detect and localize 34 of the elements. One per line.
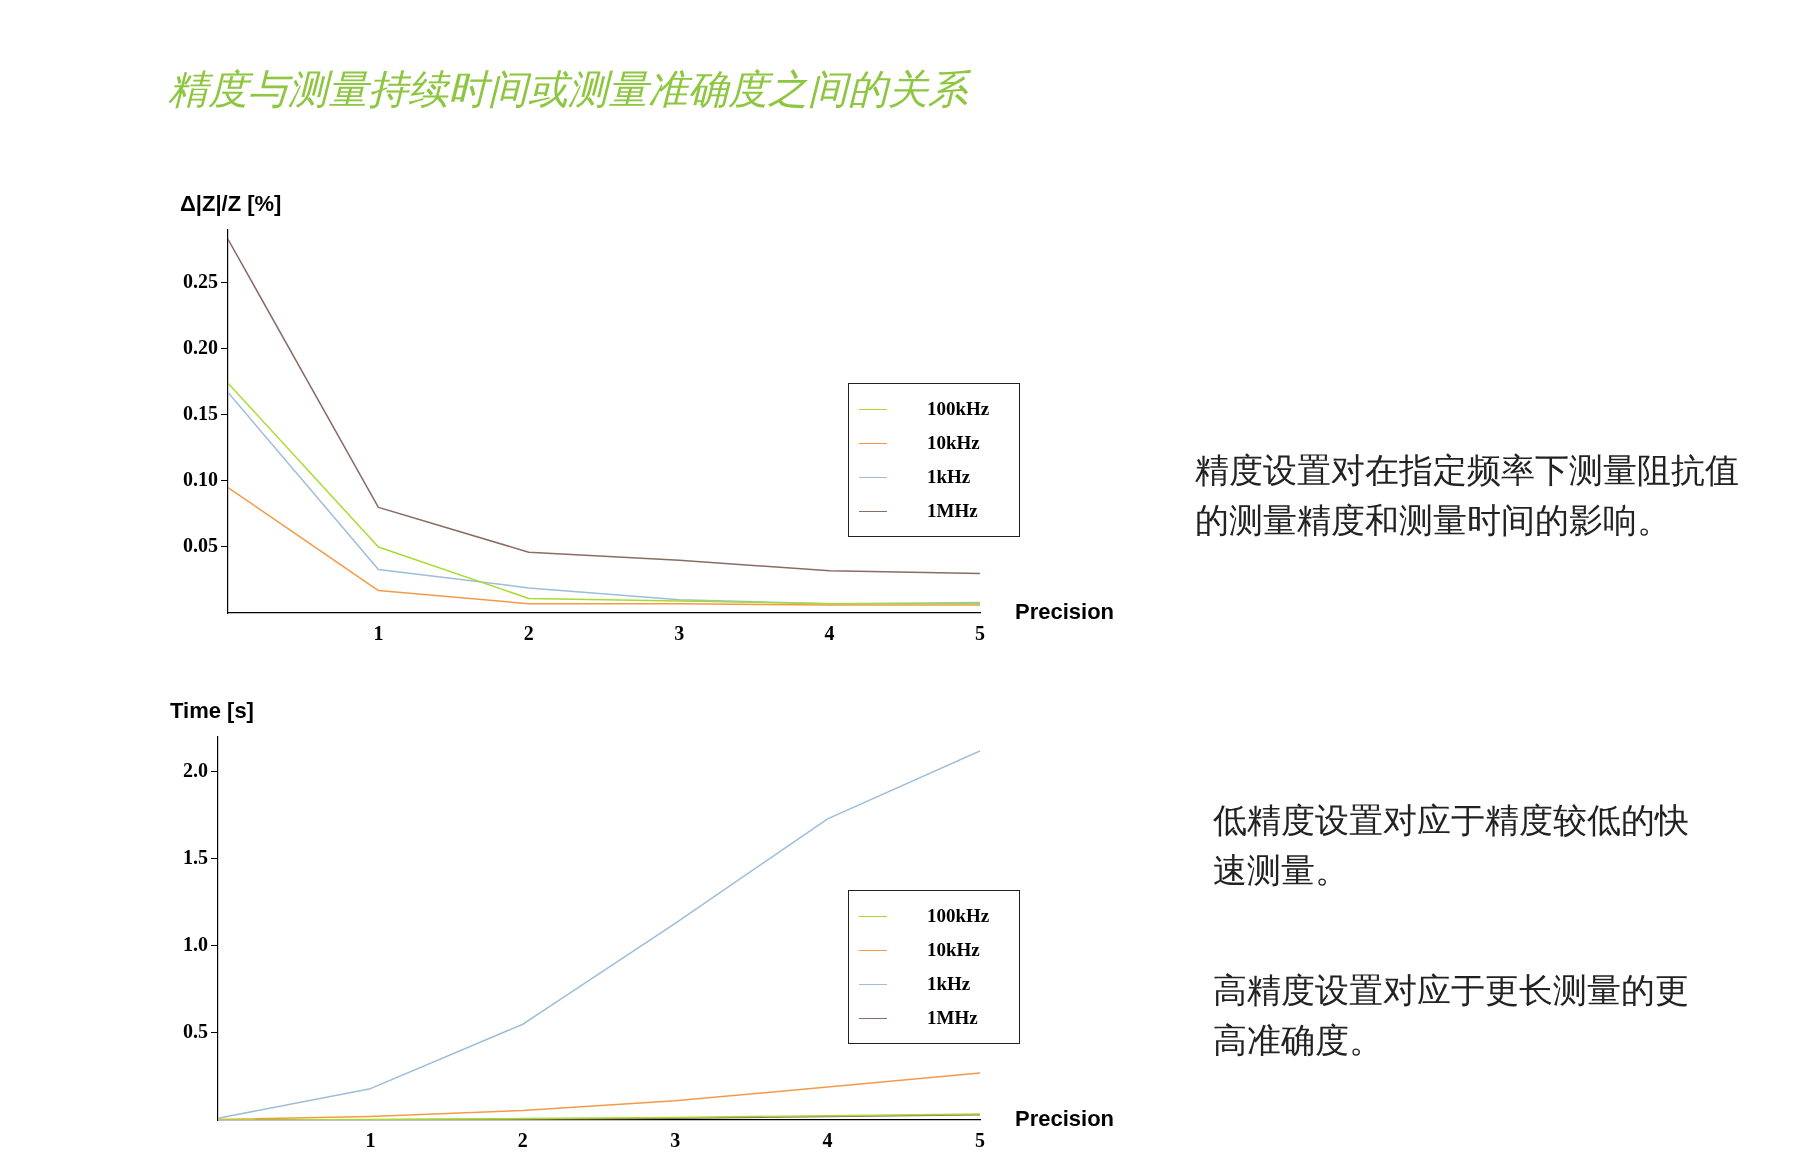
y-tick-label: 2.0 (183, 758, 208, 781)
legend-label: 1kHz (927, 466, 971, 489)
y-tick-label: 1.5 (183, 846, 208, 869)
y-axis-title: Time [s] (170, 698, 254, 724)
legend-label: 1kHz (927, 973, 971, 996)
x-tick-label: 4 (822, 1129, 833, 1152)
legend-label: 10kHz (927, 939, 980, 962)
legend-label: 100kHz (927, 398, 990, 421)
x-tick-label: 1 (365, 1129, 376, 1152)
x-tick-label: 2 (517, 1129, 528, 1152)
x-tick-label: 3 (674, 622, 685, 645)
y-axis-title: Δ|Z|/Z [%] (180, 191, 282, 217)
y-tick-label: 0.10 (183, 468, 218, 491)
x-tick-label: 1 (373, 622, 384, 645)
x-tick-label: 3 (670, 1129, 681, 1152)
x-tick-label: 5 (975, 1129, 985, 1152)
x-tick-label: 4 (824, 622, 835, 645)
text: 精度设置对在指定频率下测量阻抗值的测量精度和测量时间的影响。 (1195, 449, 1740, 542)
y-tick-label: 0.25 (183, 270, 218, 292)
x-tick-label: 2 (523, 622, 534, 645)
y-tick-label: 1.0 (183, 933, 208, 956)
y-tick-label: 0.20 (183, 336, 218, 359)
text: 高精度设置对应于更长测量的更高准确度。 (1213, 969, 1690, 1062)
legend-label: 100kHz (927, 905, 990, 928)
legend-label: 1MHz (927, 1007, 978, 1030)
x-axis-title: Precision (1015, 1106, 1115, 1132)
text: 低精度设置对应于精度较低的快速测量。 (1213, 799, 1690, 892)
legend-label: 10kHz (927, 432, 980, 455)
x-tick-label: 5 (975, 622, 985, 645)
legend-label: 1MHz (927, 500, 978, 523)
y-tick-label: 0.05 (183, 534, 218, 557)
y-tick-label: 0.5 (183, 1020, 208, 1043)
y-tick-label: 0.15 (183, 402, 218, 425)
x-axis-title: Precision (1015, 599, 1115, 625)
